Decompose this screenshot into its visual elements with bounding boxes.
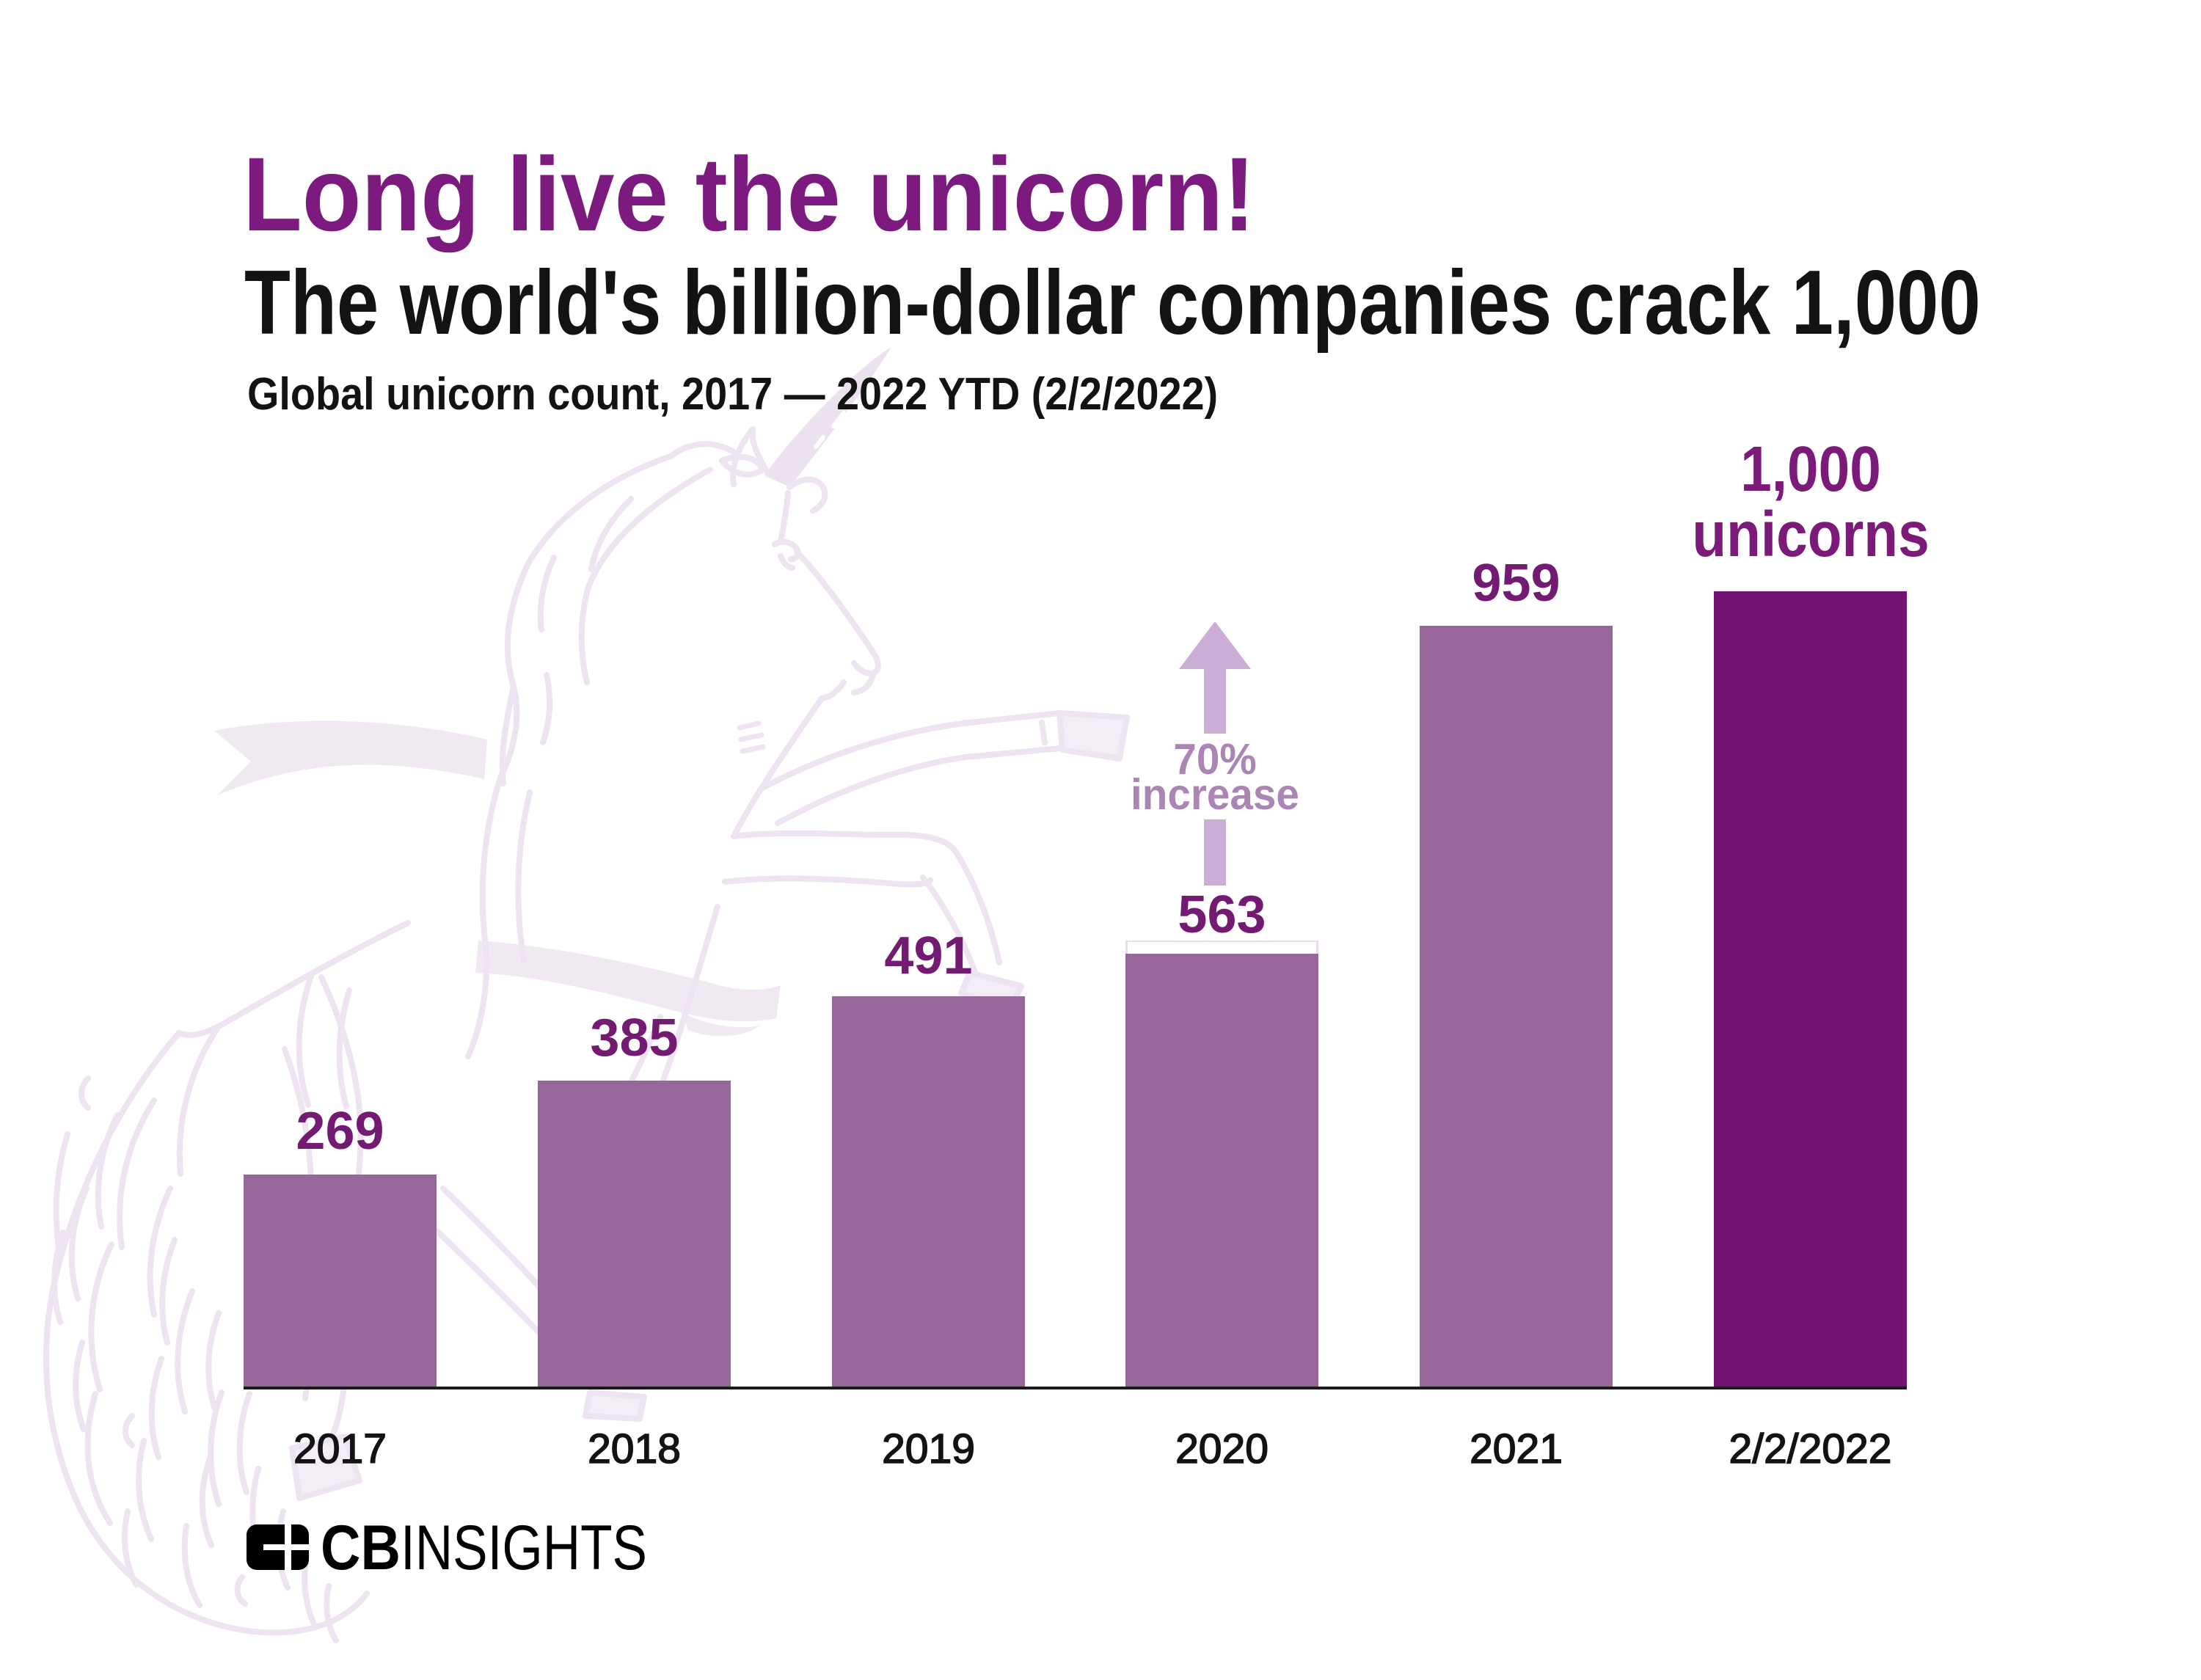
svg-text:INSIGHTS: INSIGHTS (401, 1524, 647, 1571)
svg-text:CB: CB (321, 1524, 401, 1571)
